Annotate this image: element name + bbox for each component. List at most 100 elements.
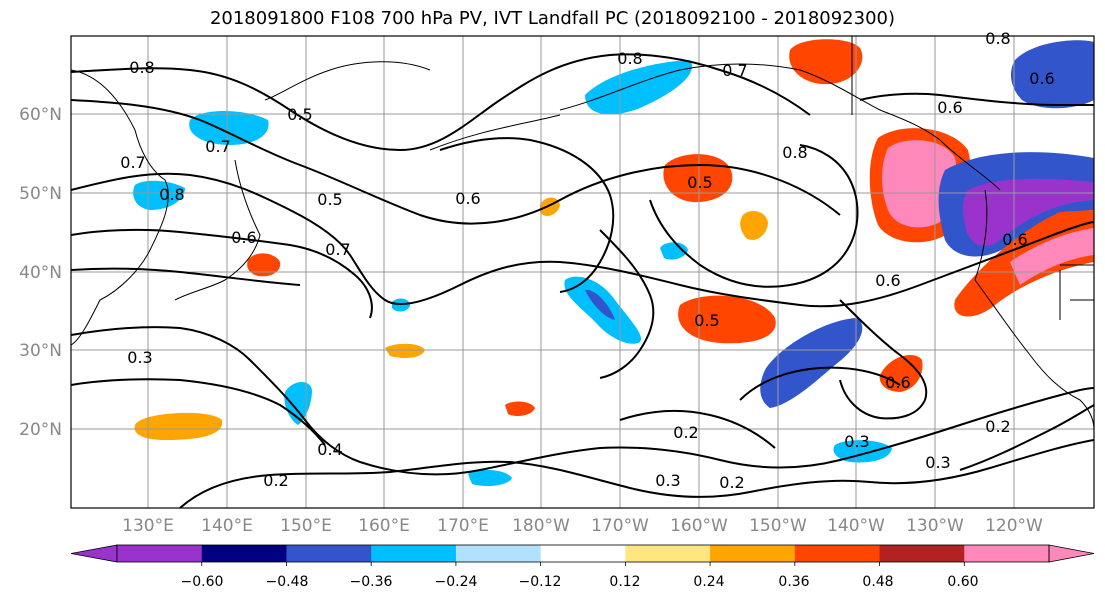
contour-j xyxy=(599,229,655,379)
contour-label: 0.7 xyxy=(205,137,230,156)
lon-label: 140°E xyxy=(201,516,253,536)
contour-label: 0.3 xyxy=(844,432,869,451)
contour-f xyxy=(71,326,1094,476)
contour-l xyxy=(859,92,1094,107)
shade-positive-subtropic-mid xyxy=(385,343,425,358)
contour-label: 0.6 xyxy=(231,228,256,247)
colorbar-tick-label: −0.12 xyxy=(519,574,562,590)
colorbar-tick-label: 0.48 xyxy=(862,574,893,590)
coastline-aleutians xyxy=(429,114,561,151)
lat-label: 50°N xyxy=(19,184,62,204)
colorbar-segment xyxy=(286,545,372,562)
contour-h xyxy=(179,439,1094,508)
contour-label: 0.5 xyxy=(317,190,342,209)
colorbar-segment xyxy=(964,545,1050,562)
colorbar-segment xyxy=(879,545,965,562)
colorbar-tick-label: 0.12 xyxy=(609,574,640,590)
contour-o xyxy=(619,409,776,449)
contour-label: 0.7 xyxy=(722,61,747,80)
contour-label: 0.6 xyxy=(937,98,962,117)
colorbar-segment xyxy=(540,545,626,562)
coastline-alaska xyxy=(559,63,1001,191)
coastline-japan xyxy=(174,159,261,301)
lon-label: 160°E xyxy=(358,516,410,536)
colorbar-tick-label: −0.60 xyxy=(181,574,224,590)
shade-negative-okhotsk xyxy=(133,180,185,210)
contour-label: 0.3 xyxy=(127,348,152,367)
coastlines xyxy=(71,36,1094,431)
colorbar-tick-label: 0.24 xyxy=(693,574,724,590)
contour-label: 0.8 xyxy=(782,143,807,162)
contour-label: 0.8 xyxy=(985,29,1010,48)
contour-c xyxy=(71,172,1094,308)
contour-label: 0.5 xyxy=(287,105,312,124)
shade-negative-175w-inner xyxy=(585,289,615,320)
pv-shading xyxy=(133,39,1094,486)
contour-n xyxy=(739,366,901,401)
shade-positive-subtropic-w xyxy=(134,412,223,440)
contour-label: 0.8 xyxy=(129,58,154,77)
map-frame xyxy=(70,35,1095,509)
colorbar-segment xyxy=(794,545,881,562)
contour-b xyxy=(71,99,841,225)
contour-label: 0.2 xyxy=(719,473,744,492)
contour-d xyxy=(71,228,373,319)
lat-label: 20°N xyxy=(19,420,62,440)
pv-contours xyxy=(71,53,1094,508)
shade-negative-ne-corner xyxy=(1010,40,1094,109)
contour-label: 0.2 xyxy=(673,423,698,442)
colorbar-tick-label: −0.48 xyxy=(266,574,309,590)
lon-label: 160°W xyxy=(670,516,728,536)
shade-negative-small-3 xyxy=(468,469,512,486)
shade-positive-mid xyxy=(678,295,776,344)
shade-negative-kamchatka xyxy=(189,111,269,145)
colorbar-tick-label: −0.24 xyxy=(435,574,478,590)
coastline-states xyxy=(1059,270,1094,320)
contour-label-layer: 0.8 0.8 0.7 0.8 0.7 0.8 0.7 0.5 0.6 0.6 … xyxy=(120,29,1054,492)
colorbar-ticks: −0.60 −0.48 −0.36 −0.24 −0.12 0.12 0.24 … xyxy=(181,574,979,590)
contour-a xyxy=(71,53,811,152)
lon-labels: 130°E 140°E 150°E 160°E 170°E 180°W 170°… xyxy=(122,516,1043,536)
contour-label: 0.3 xyxy=(655,471,680,490)
contour-label: 0.2 xyxy=(985,417,1010,436)
contour-k xyxy=(649,144,859,288)
lat-label: 30°N xyxy=(19,341,62,361)
colorbar-extend-max xyxy=(1048,544,1095,563)
shade-negative-145w xyxy=(760,318,863,408)
contour-label: 0.8 xyxy=(159,185,184,204)
contour-label: 0.7 xyxy=(120,153,145,172)
coastline-asia xyxy=(71,69,169,346)
contour-label: 0.4 xyxy=(317,440,342,459)
lon-label: 130°E xyxy=(122,516,174,536)
contour-label: 0.7 xyxy=(325,240,350,259)
colorbar xyxy=(70,544,1095,566)
shade-positive-small-2 xyxy=(740,210,768,240)
colorbar-segment xyxy=(117,545,203,562)
contour-m xyxy=(839,299,928,420)
contour-label: 0.6 xyxy=(875,271,900,290)
contour-label: 0.8 xyxy=(617,49,642,68)
colorbar-segment xyxy=(710,545,796,562)
lon-label: 170°W xyxy=(591,516,649,536)
shade-negative-small-1 xyxy=(660,242,688,260)
shade-positive-japan xyxy=(247,253,281,277)
contour-label: 0.5 xyxy=(687,173,712,192)
lon-label: 170°E xyxy=(437,516,489,536)
colorbar-segment xyxy=(371,545,457,562)
shade-positive-gulf-alaska-inner xyxy=(882,140,957,228)
coastline-na-west xyxy=(974,189,1094,431)
colorbar-tick-label: 0.60 xyxy=(947,574,978,590)
shade-negative-subtropic xyxy=(284,381,312,425)
colorbar-segment xyxy=(455,545,542,562)
lon-label: 150°W xyxy=(749,516,807,536)
colorbar-outline xyxy=(116,544,1050,563)
contour-label: 0.6 xyxy=(885,373,910,392)
gridlines xyxy=(71,36,1094,508)
contour-label: 0.6 xyxy=(1002,230,1027,249)
colorbar-segment xyxy=(625,545,711,562)
lon-label: 180°W xyxy=(512,516,570,536)
colorbar-segment xyxy=(201,545,287,562)
shade-negative-south xyxy=(833,440,892,463)
shade-positive-small-1 xyxy=(505,401,535,416)
